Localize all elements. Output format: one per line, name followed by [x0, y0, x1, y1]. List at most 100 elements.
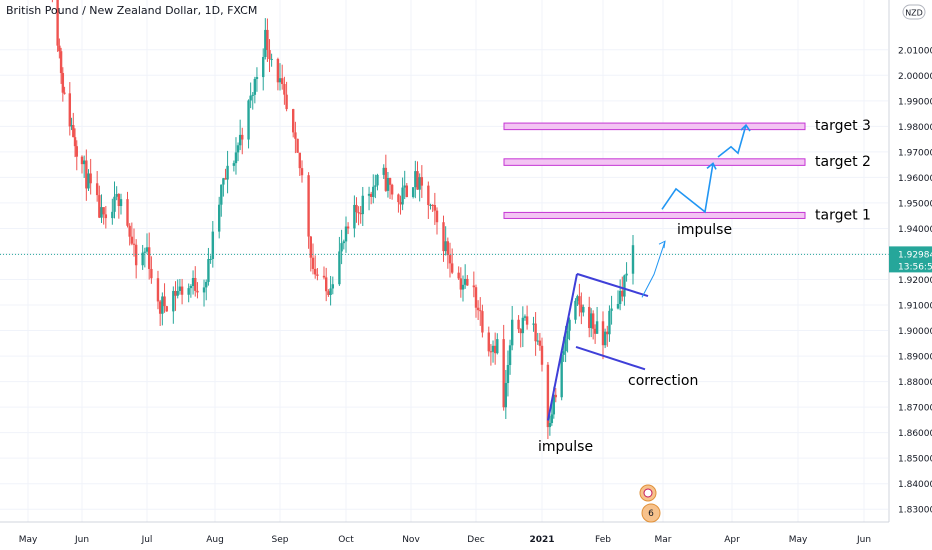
y-tick-label: 1.86000 — [898, 429, 932, 439]
candle-body — [331, 284, 334, 289]
price-label-countdown: 13:56:59 — [898, 262, 932, 272]
candle-body — [457, 272, 460, 279]
candle-body — [241, 134, 244, 140]
candle-body — [593, 328, 597, 334]
candle-body — [150, 268, 153, 279]
candle-body — [479, 310, 482, 312]
candle-body — [476, 307, 480, 311]
x-tick-label: Nov — [402, 535, 420, 545]
y-tick-label: 1.90000 — [898, 327, 932, 337]
candle-body — [196, 290, 199, 293]
candle-body — [58, 45, 61, 52]
candle-body — [588, 306, 591, 329]
x-tick-label: May — [789, 535, 808, 545]
candle-body — [117, 193, 121, 207]
drawings: target 1 target 2 target 3 impulse correctio… — [0, 118, 889, 455]
candle-body — [285, 94, 288, 110]
annotation-correction: correction — [628, 373, 698, 389]
y-axis: 1.83000 1.84000 1.85000 1.86000 1.87000 1.880… — [888, 0, 932, 550]
candle-body — [187, 288, 190, 295]
candle-body — [102, 207, 105, 215]
candle-body — [442, 222, 445, 252]
candle-body — [85, 160, 88, 189]
candle-body — [525, 316, 529, 325]
candle-body — [232, 163, 236, 166]
candle-body — [474, 287, 478, 308]
candle-body — [73, 137, 77, 147]
candle-body — [361, 195, 364, 215]
candle-body — [329, 288, 332, 295]
impulse-leg-line — [547, 273, 578, 421]
candle-body — [618, 290, 622, 305]
candle-body — [202, 287, 206, 293]
candle-body — [431, 204, 434, 206]
y-tick-label: 1.98000 — [898, 123, 932, 133]
candle-body — [68, 93, 72, 127]
candle-body — [222, 178, 225, 185]
candle-body — [388, 177, 392, 185]
candle-body — [316, 274, 319, 276]
candle-body — [266, 29, 269, 51]
candle-body — [608, 310, 611, 335]
price-label-box — [889, 246, 932, 273]
candle-body — [519, 329, 522, 334]
candle-body — [143, 251, 147, 253]
x-tick-label: Jun — [74, 535, 89, 545]
candles — [51, 0, 635, 440]
candle-body — [534, 323, 537, 342]
candle-body — [327, 291, 330, 295]
x-tick-label: Oct — [338, 535, 354, 545]
target-path-2-head — [740, 123, 751, 132]
candle-body — [566, 330, 569, 340]
candle-body — [130, 236, 134, 244]
candle-body — [429, 204, 432, 206]
candle-body — [224, 178, 227, 180]
candle-body — [63, 92, 66, 94]
candle-body — [603, 331, 607, 346]
candle-body — [145, 247, 149, 252]
candle-body — [178, 286, 182, 291]
candle-body — [536, 340, 539, 342]
candle-body — [463, 278, 467, 285]
candle-body — [296, 138, 299, 153]
candle-body — [270, 58, 273, 60]
candle-body — [367, 193, 371, 196]
candle-body — [217, 204, 221, 232]
candle-body — [147, 247, 151, 269]
candle-body — [211, 231, 215, 259]
candle-body — [95, 183, 99, 196]
candle-body — [61, 73, 65, 93]
candle-body — [209, 258, 212, 260]
candle-body — [580, 304, 583, 313]
candle-body — [435, 210, 439, 223]
candle-body — [550, 414, 554, 424]
candle-body — [521, 317, 525, 334]
candle-body — [372, 186, 375, 197]
candle-body — [180, 286, 184, 295]
target-path-2 — [717, 124, 747, 158]
x-tick-label: Jun — [856, 535, 871, 545]
candle-body — [504, 383, 508, 408]
candle-body — [399, 202, 402, 205]
candle-body — [238, 134, 242, 146]
candle-body — [532, 323, 535, 325]
candle-body — [322, 275, 326, 278]
candle-body — [481, 311, 484, 333]
candle-body — [174, 290, 177, 296]
y-tick-label: 1.88000 — [898, 378, 932, 388]
candle-body — [414, 171, 417, 188]
uk-flag-icon — [643, 488, 653, 498]
candle-body — [309, 236, 312, 258]
candle-body — [416, 171, 419, 190]
candle-body — [578, 296, 581, 305]
candle-body — [292, 109, 295, 133]
candle-body — [562, 351, 565, 355]
candle-body — [433, 205, 437, 211]
candle-body — [623, 275, 626, 297]
candle-body — [344, 226, 348, 242]
candle-body — [115, 193, 118, 197]
candle-body — [631, 245, 635, 274]
candle-body — [82, 160, 86, 165]
candle-body — [405, 185, 409, 198]
